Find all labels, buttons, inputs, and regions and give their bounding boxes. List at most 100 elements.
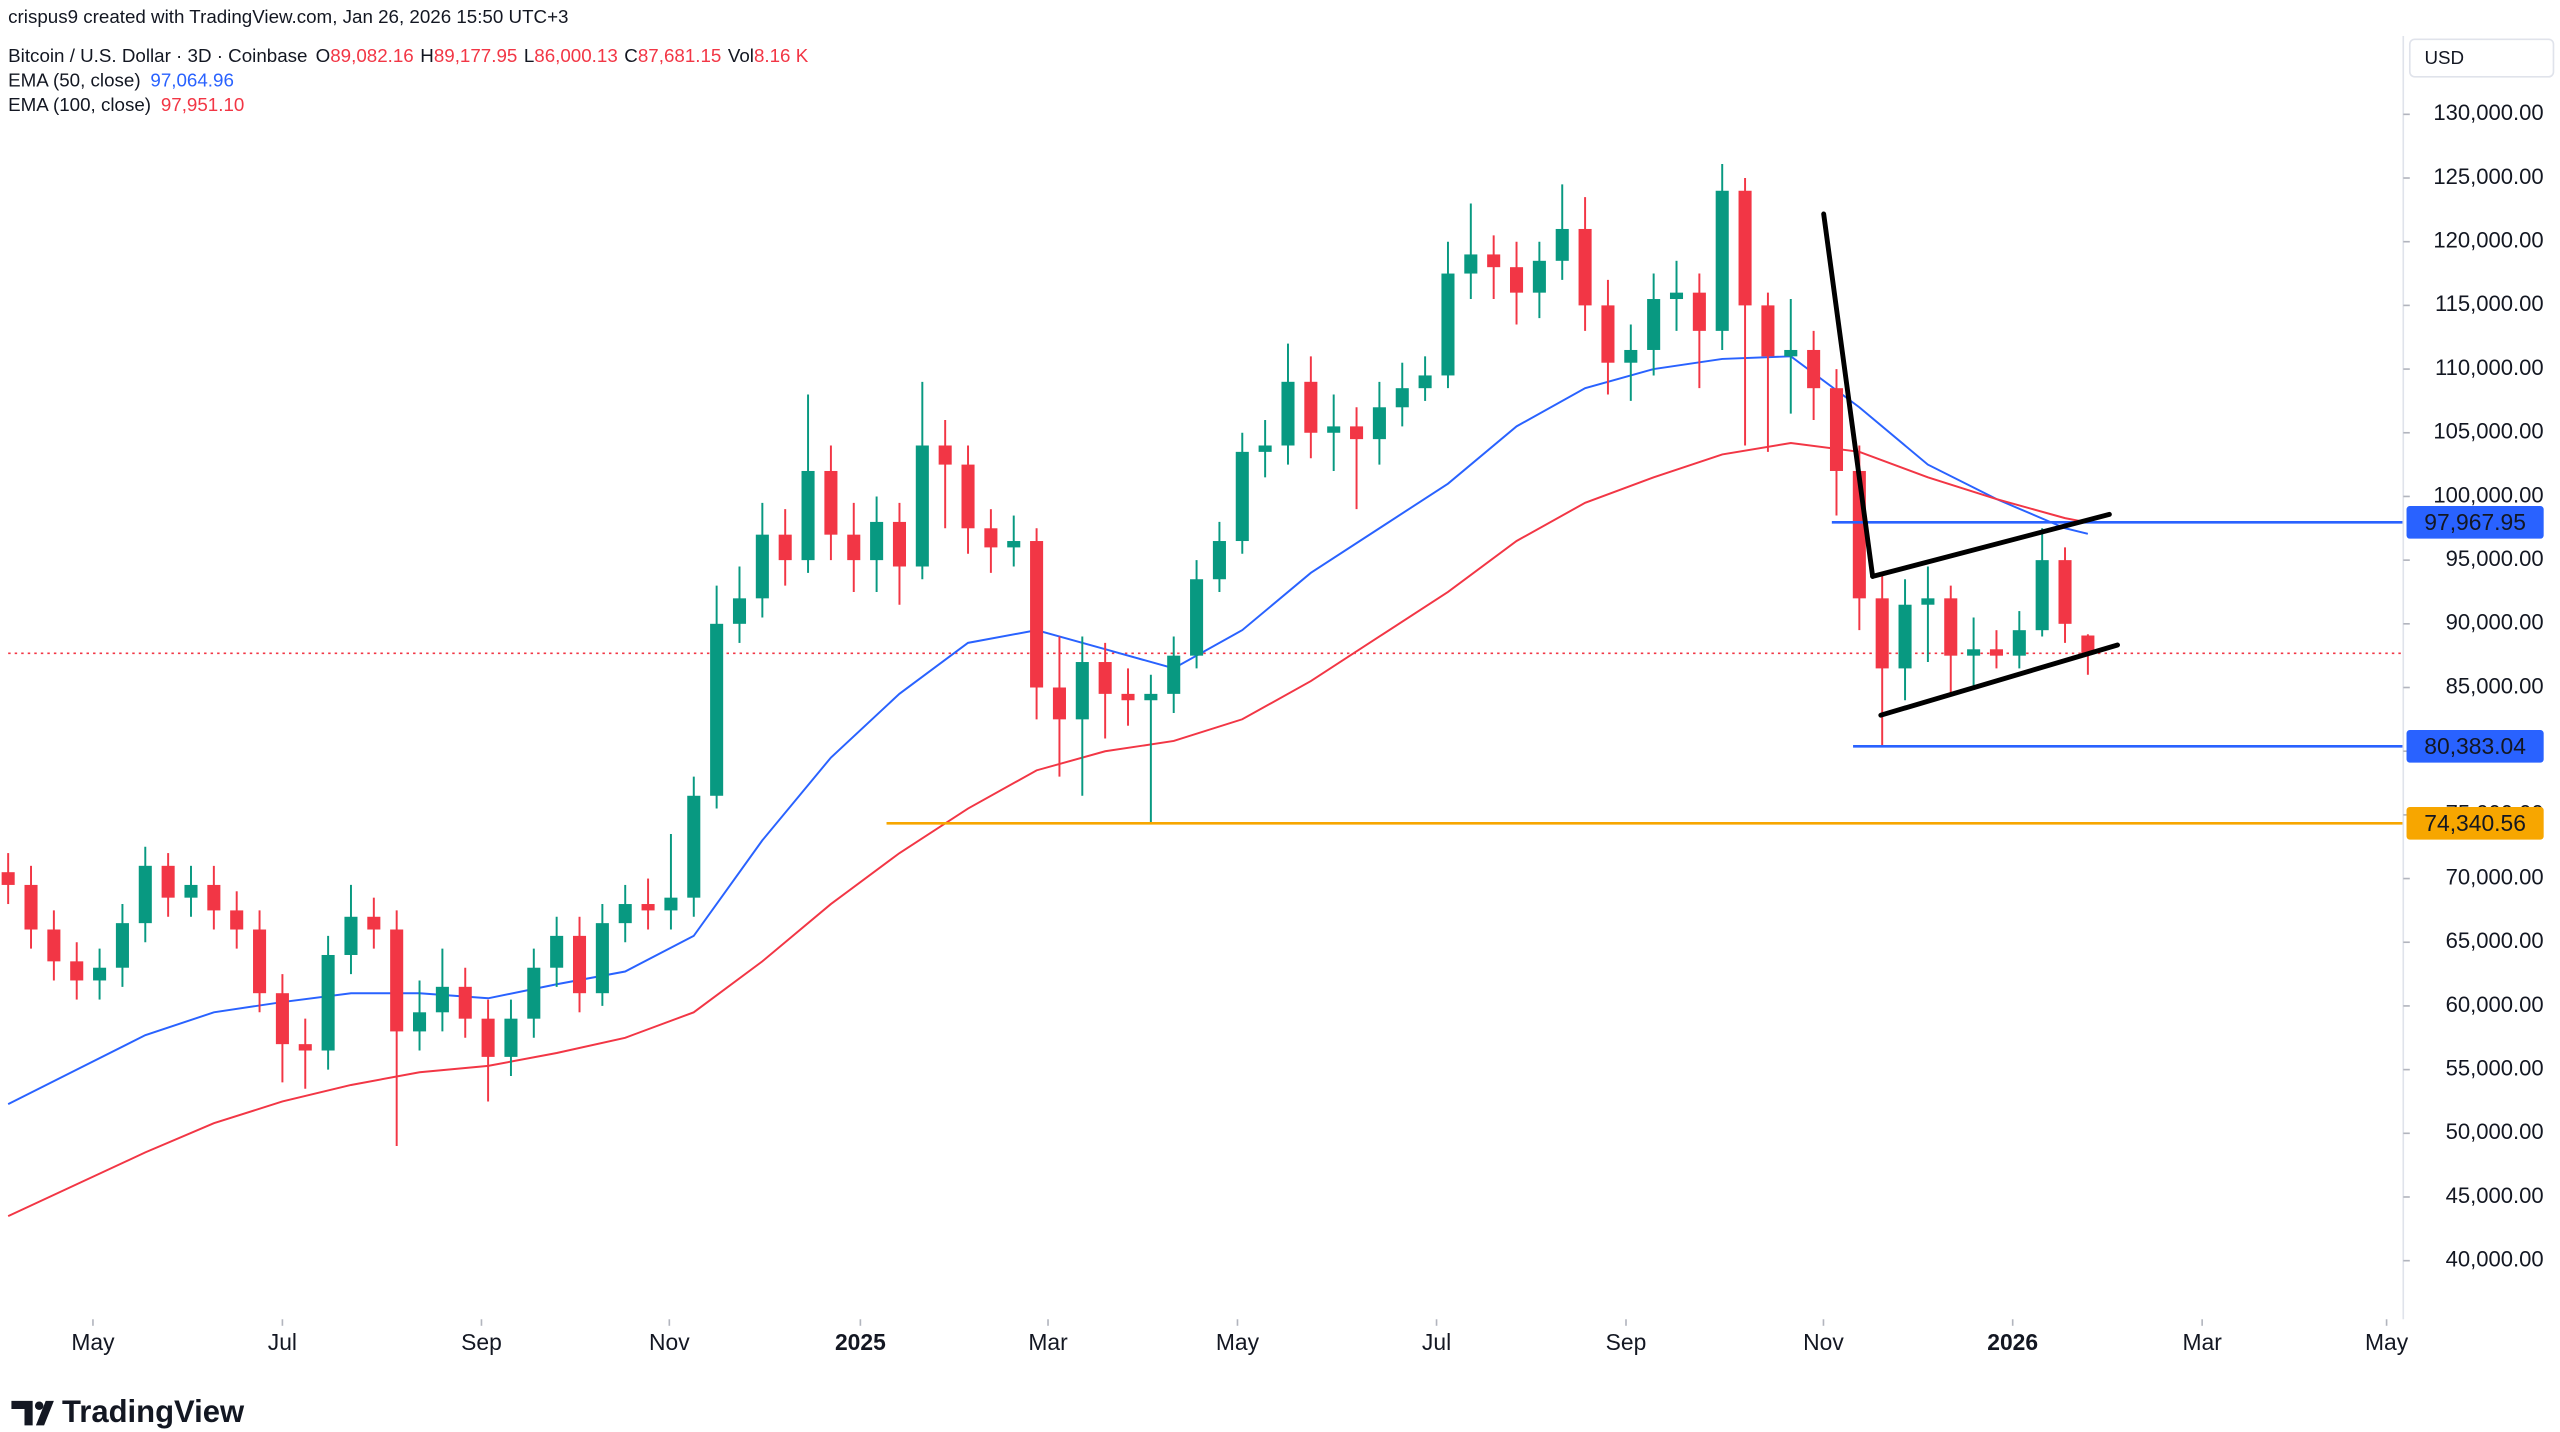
currency-box[interactable] (2408, 38, 2555, 78)
indicator-legend: EMA (100, close) 97,951.10 (8, 94, 244, 115)
candle-body (1829, 388, 1844, 471)
candle-body (1761, 305, 1775, 357)
ohlc-key: Vol (728, 45, 754, 66)
y-tick-label: 130,000.00 (2433, 100, 2543, 125)
candle-body (298, 1044, 312, 1051)
candle-body (344, 916, 358, 955)
x-tick-label: Nov (649, 1329, 690, 1355)
candle-body (1487, 254, 1501, 268)
logo-dot (34, 1401, 44, 1411)
y-tick-label: 85,000.00 (2446, 673, 2544, 698)
candle-body (687, 795, 701, 898)
price-level-label: 74,340.56 (2424, 810, 2526, 836)
candle-body (1121, 693, 1135, 701)
ohlc-key: C (624, 45, 638, 66)
candle-body (70, 961, 84, 981)
candle-body (115, 923, 129, 968)
candle-body (2012, 630, 2026, 656)
candle-body (1350, 426, 1364, 440)
candle-body (2035, 560, 2049, 631)
price-level-badge (2406, 506, 2544, 539)
candle-body (1190, 579, 1204, 656)
x-tick-label: 2026 (1987, 1329, 2038, 1355)
ema-line (7, 355, 2089, 1105)
candle-body (1030, 541, 1044, 688)
y-tick-label: 50,000.00 (2446, 1119, 2544, 1144)
ema-line (7, 442, 2089, 1217)
x-tick-label: May (1216, 1329, 1260, 1355)
x-tick-label: Mar (1028, 1329, 1068, 1355)
brand-name: TradingView (62, 1394, 245, 1429)
candle-body (1578, 228, 1592, 306)
y-tick-label: 90,000.00 (2446, 610, 2544, 635)
candle-body (1075, 662, 1089, 720)
y-tick-label: 95,000.00 (2446, 546, 2544, 571)
candle-body (1647, 299, 1661, 350)
chart-legend: Bitcoin / U.S. Dollar · 3D · Coinbase O89… (8, 45, 809, 66)
candle-body (1692, 292, 1706, 331)
candle-body (367, 916, 381, 930)
x-tick-label: May (71, 1329, 115, 1355)
candle-body (595, 923, 609, 994)
candle-body (1807, 349, 1821, 389)
symbol-title: Bitcoin / U.S. Dollar · 3D · Coinbase (8, 45, 307, 66)
candle-body (275, 993, 289, 1045)
ohlc-key: O (316, 45, 331, 66)
x-tick-label: Mar (2182, 1329, 2222, 1355)
indicator-legend: EMA (50, close) 97,064.96 (8, 70, 234, 91)
candle-body (1509, 267, 1524, 293)
y-tick-label: 45,000.00 (2446, 1183, 2544, 1208)
candle-body (1372, 407, 1386, 440)
candle-body (1715, 190, 1729, 331)
candle-body (458, 986, 472, 1019)
candle-body (618, 904, 632, 924)
price-level-badge (2406, 806, 2544, 840)
attribution: crispus9 created with TradingView.com, J… (8, 6, 568, 27)
flag-pole (1821, 211, 1876, 579)
indicator-value: 97,064.96 (150, 70, 233, 91)
candle-body (641, 904, 655, 911)
candle-body (390, 929, 404, 1032)
candle-body (1944, 598, 1958, 656)
indicator-value: 97,951.10 (161, 94, 244, 115)
ohlc-value: 87,681.15 (638, 45, 721, 66)
price-level-label: 80,383.04 (2424, 733, 2526, 759)
candle-body (732, 598, 747, 624)
x-tick-label: Jul (1422, 1329, 1451, 1355)
y-tick-label: 100,000.00 (2433, 482, 2543, 507)
price-level-label: 97,967.95 (2424, 509, 2526, 535)
indicator-name: EMA (100, close) (8, 94, 151, 115)
currency-label[interactable]: USD (2424, 47, 2464, 68)
candle-body (1052, 687, 1066, 720)
candle-body (138, 865, 152, 924)
candle-body (1, 872, 15, 885)
ohlc-key: H (420, 45, 434, 66)
y-tick-label: 105,000.00 (2433, 419, 2543, 444)
candle-body (527, 967, 541, 1019)
candle-body (207, 884, 221, 911)
candle-body (1007, 541, 1021, 548)
x-tick-label: Jul (268, 1329, 297, 1355)
ohlc-value: 89,082.16 (330, 45, 413, 66)
candle-body (321, 954, 335, 1051)
candle-body (504, 1018, 518, 1057)
candle-body (824, 470, 838, 535)
x-tick-label: Sep (1606, 1329, 1647, 1355)
ohlc-value: 89,177.95 (434, 45, 517, 66)
candle-body (1875, 598, 1889, 669)
candle-body (1601, 305, 1615, 363)
candle-body (915, 445, 929, 567)
candle-body (1281, 381, 1295, 446)
candle-body (93, 967, 107, 981)
candle-body (1738, 190, 1752, 306)
candle-body (664, 897, 678, 911)
candle-body (892, 521, 907, 567)
candle-body (755, 534, 769, 599)
candle-body (1989, 649, 2003, 656)
candle-body (1967, 649, 1981, 656)
candle-body (24, 884, 38, 930)
candle-body (1624, 349, 1638, 363)
candle-body (847, 534, 861, 561)
